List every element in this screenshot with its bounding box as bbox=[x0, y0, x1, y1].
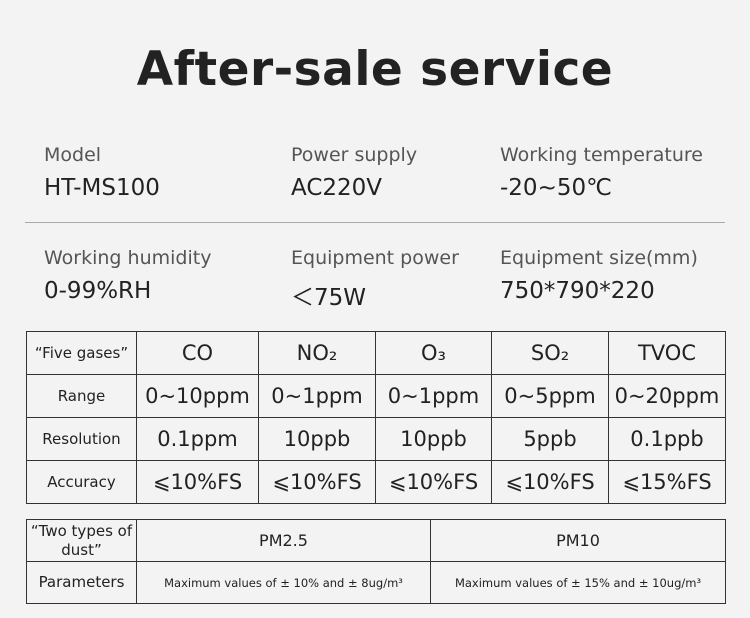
table-cell: ⩽10%FS bbox=[258, 460, 376, 504]
table-cell: Maximum values of ± 15% and ± 10ug/m³ bbox=[430, 561, 726, 604]
table-row: “Five gases” CO NO₂ O₃ SO₂ TVOC bbox=[26, 331, 726, 375]
table-cell: Range bbox=[26, 374, 137, 418]
spec-value: 0-99%RH bbox=[44, 278, 152, 304]
table-cell: “Five gases” bbox=[26, 331, 137, 375]
table-cell: 10ppb bbox=[375, 417, 492, 461]
spec: Working temperature -20~50℃ bbox=[500, 144, 703, 201]
table-cell: 0~1ppm bbox=[258, 374, 376, 418]
table-row: “Two types of dust” PM2.5 PM10 bbox=[26, 519, 726, 562]
table-cell: ⩽10%FS bbox=[136, 460, 259, 504]
table-cell: SO₂ bbox=[491, 331, 609, 375]
spec-label: Equipment size(mm) bbox=[500, 247, 698, 269]
spec: Equipment power ＜75W bbox=[291, 247, 459, 312]
spec-value: 750*790*220 bbox=[500, 278, 655, 304]
spec-value: AC220V bbox=[291, 175, 383, 201]
spec-value: ＜75W bbox=[291, 285, 367, 311]
spec: Power supply AC220V bbox=[291, 144, 417, 201]
dust-table: “Two types of dust” PM2.5 PM10 Parameters Ma… bbox=[26, 519, 726, 604]
table-cell: Resolution bbox=[26, 417, 137, 461]
divider bbox=[25, 222, 725, 223]
table-cell: 0~20ppm bbox=[608, 374, 726, 418]
table-cell: 0~1ppm bbox=[375, 374, 492, 418]
table-cell: 0.1ppm bbox=[136, 417, 259, 461]
page-title: After-sale service bbox=[136, 42, 614, 97]
table-row: Range 0~10ppm 0~1ppm 0~1ppm 0~5ppm 0~20ppm bbox=[26, 374, 726, 418]
table-cell: ⩽10%FS bbox=[491, 460, 609, 504]
table-cell: Maximum values of ± 10% and ± 8ug/m³ bbox=[136, 561, 431, 604]
gas-table: “Five gases” CO NO₂ O₃ SO₂ TVOC Range 0~10ppm 0~… bbox=[26, 331, 726, 504]
spec: Working humidity 0-99%RH bbox=[44, 247, 211, 304]
table-cell: O₃ bbox=[375, 331, 492, 375]
table-cell: NO₂ bbox=[258, 331, 376, 375]
spec: Model HT-MS100 bbox=[44, 144, 160, 201]
table-cell: 5ppb bbox=[491, 417, 609, 461]
table-cell: ⩽15%FS bbox=[608, 460, 726, 504]
table-cell: 0~10ppm bbox=[136, 374, 259, 418]
table-cell: 10ppb bbox=[258, 417, 376, 461]
table-cell: ⩽10%FS bbox=[375, 460, 492, 504]
table-cell: PM2.5 bbox=[136, 519, 431, 562]
spec-value: -20~50℃ bbox=[500, 175, 612, 201]
table-row: Accuracy ⩽10%FS ⩽10%FS ⩽10%FS ⩽10%FS ⩽15%FS bbox=[26, 460, 726, 504]
table-cell: 0~5ppm bbox=[491, 374, 609, 418]
table-row: Resolution 0.1ppm 10ppb 10ppb 5ppb 0.1ppb bbox=[26, 417, 726, 461]
table-cell: “Two types of dust” bbox=[26, 519, 137, 562]
table-cell: CO bbox=[136, 331, 259, 375]
table-cell: PM10 bbox=[430, 519, 726, 562]
table-cell: 0.1ppb bbox=[608, 417, 726, 461]
table-cell: TVOC bbox=[608, 331, 726, 375]
spec-label: Model bbox=[44, 144, 102, 166]
table-cell: Accuracy bbox=[26, 460, 137, 504]
table-row: Parameters Maximum values of ± 10% and ± … bbox=[26, 561, 726, 604]
spec-label: Power supply bbox=[291, 144, 418, 166]
spec-label: Equipment power bbox=[291, 247, 459, 269]
spec-value: HT-MS100 bbox=[44, 175, 160, 201]
table-cell: Parameters bbox=[26, 561, 137, 604]
spec-label: Working temperature bbox=[500, 144, 703, 166]
spec-label: Working humidity bbox=[44, 247, 212, 269]
spec: Equipment size(mm) 750*790*220 bbox=[500, 247, 698, 304]
